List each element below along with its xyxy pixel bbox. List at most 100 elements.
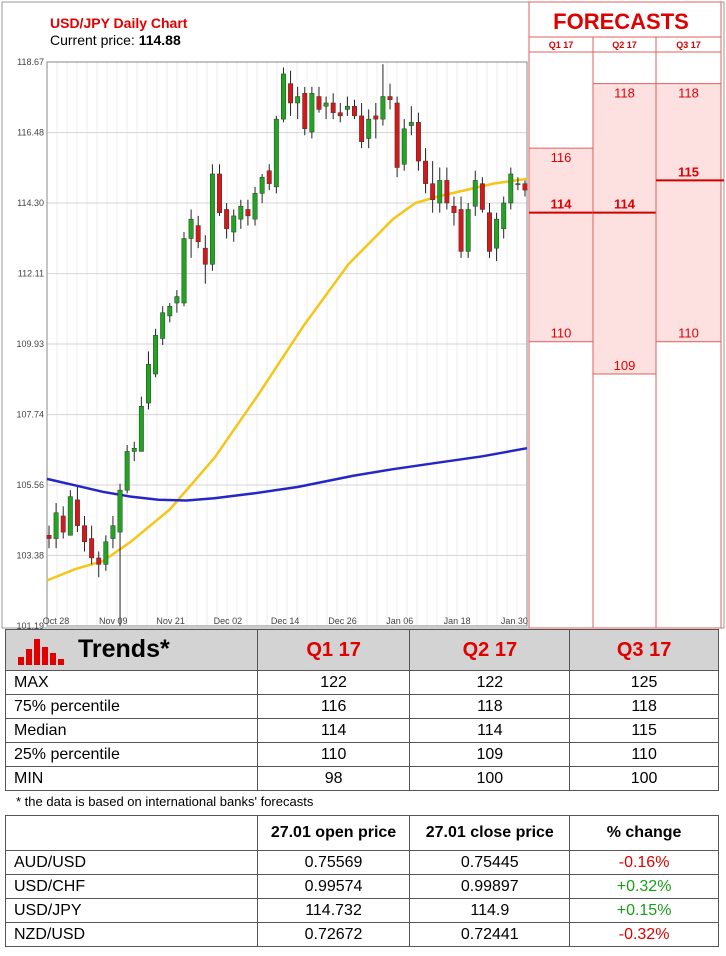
candle-down [479,183,485,210]
candle-down [46,535,52,539]
forecast-high-value: 118 [614,86,635,101]
trends-row-label: 75% percentile [5,694,258,719]
candle-down [352,105,357,117]
price-open: 0.99574 [256,874,411,899]
candlesticks [46,64,528,626]
candle-down [458,209,464,252]
prices-row: USD/CHF 0.99574 0.99897 +0.32% [5,874,719,899]
candle-down [423,160,428,184]
forecast-low-value: 110 [678,326,699,341]
prices-header-pair [5,815,258,851]
candle-up [295,96,301,104]
trends-row-label: Median [5,718,258,743]
candle-up [67,496,73,536]
candle-up [344,105,350,110]
candle-down [444,180,450,204]
bar-chart-icon [18,639,64,666]
candle-down [316,96,322,110]
candle-down [430,183,436,201]
current-price-label: Current price: [50,32,135,48]
plot-area [46,61,528,627]
candle-down [522,183,528,191]
trends-row-label: 25% percentile [5,742,258,767]
candle-down [330,102,336,113]
candle-up [209,173,215,265]
candle-down [359,115,365,142]
candle-up [508,173,514,204]
prices-row: NZD/USD 0.72672 0.72441 -0.32% [5,922,719,947]
trends-row: 75% percentile 116 118 118 [5,694,719,719]
trends-title: Trends* [78,634,170,663]
candle-up [380,96,386,120]
trends-col-q1: Q1 17 [256,629,411,671]
trends-cell: 110 [569,742,719,767]
x-tick-label: Dec 14 [271,616,300,626]
x-tick-label: Jan 18 [444,616,471,626]
candle-down [96,557,102,565]
candle-down [224,209,230,230]
candle-down [487,212,492,252]
candle-up [252,193,258,220]
candle-up [238,205,244,220]
price-change: +0.15% [569,898,719,923]
candle-up [138,406,144,452]
candle-down [387,96,393,101]
trends-row: Median 114 114 115 [5,718,719,743]
candle-up [515,183,521,185]
candle-up [309,93,315,133]
price-pair: NZD/USD [5,922,258,947]
ma-line-yellow [46,177,528,582]
candle-up [103,541,109,565]
trends-cell: 114 [256,718,411,743]
price-pair: AUD/USD [5,850,258,875]
y-tick-label: 118.67 [17,57,44,67]
candle-down [89,538,95,559]
candle-up [174,296,180,304]
trends-cell: 100 [409,766,571,791]
forecast-median-value: 115 [678,164,699,179]
trends-col-q3: Q3 17 [569,629,719,671]
trends-cell: 100 [569,766,719,791]
prices-row: AUD/USD 0.75569 0.75445 -0.16% [5,850,719,875]
price-change: -0.16% [569,850,719,875]
trends-row: MAX 122 122 125 [5,670,719,695]
candle-up [131,447,137,452]
y-axis-ticks: 118.67 116.48 114.30 112.11 109.93 107.74 105.… [16,57,44,630]
y-tick-label: 101.19 [16,621,44,630]
trends-row-label: MAX [5,670,258,695]
trends-cell: 114 [409,718,571,743]
candle-up [472,180,478,207]
prices-row: USD/JPY 114.732 114.9 +0.15% [5,898,719,923]
current-price-line: Current price: 114.88 [50,32,181,48]
candle-up [323,102,329,107]
price-open: 114.732 [256,898,411,923]
candle-up [259,176,265,194]
trends-col-q2: Q2 17 [409,629,571,671]
candle-down [288,83,294,104]
candle-up [231,215,237,233]
candle-up [465,209,471,252]
trends-cell: 118 [569,694,719,719]
candle-down [245,209,251,217]
usdjpy-chart: 118.67 116.48 114.30 112.11 109.93 107.74 105.… [1,1,725,630]
chart-title: USD/JPY Daily Chart [50,15,188,31]
candle-down [337,112,343,117]
price-close: 0.99897 [409,874,571,899]
moving-average-lines [46,177,528,582]
candle-up [501,202,507,230]
x-tick-label: Nov 09 [99,616,128,626]
trends-title-cell: Trends* [5,629,258,671]
price-change: +0.32% [569,874,719,899]
trends-row-label: MIN [5,766,258,791]
trends-cell: 125 [569,670,719,695]
candle-down [415,122,421,162]
x-tick-label: Oct 28 [43,616,70,626]
forecast-high-value: 116 [551,150,572,165]
candle-down [60,515,66,533]
y-tick-label: 112.11 [18,269,44,279]
candle-up [181,238,187,304]
y-tick-label: 116.48 [17,128,44,138]
price-open: 0.75569 [256,850,411,875]
candle-up [366,118,372,139]
price-close: 0.75445 [409,850,571,875]
